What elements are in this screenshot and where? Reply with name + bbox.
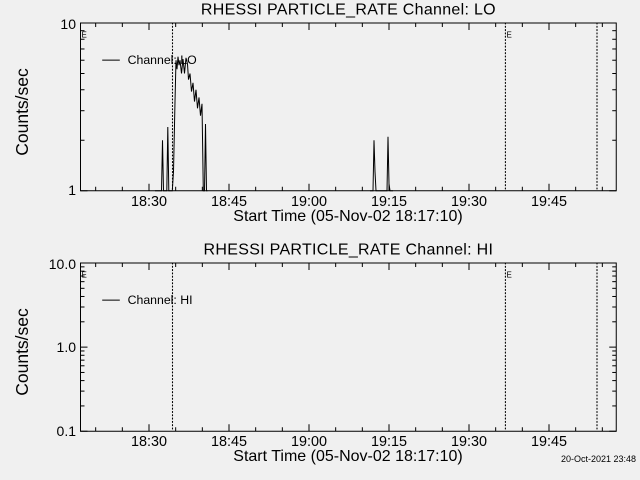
svg-text:20-Oct-2021 23:48: 20-Oct-2021 23:48	[561, 454, 636, 464]
svg-text:1.0: 1.0	[57, 339, 77, 355]
svg-text:E: E	[507, 31, 512, 40]
svg-text:Counts/sec: Counts/sec	[12, 68, 32, 156]
svg-text:RHESSI PARTICLE_RATE Channel:: RHESSI PARTICLE_RATE Channel: LO	[201, 2, 496, 19]
svg-text:Channel: HI: Channel: HI	[128, 293, 193, 307]
svg-text:E: E	[82, 271, 87, 280]
svg-text:18:30: 18:30	[131, 194, 167, 210]
svg-text:1: 1	[68, 182, 76, 198]
svg-text:RHESSI PARTICLE_RATE Channel:: RHESSI PARTICLE_RATE Channel: HI	[204, 242, 494, 259]
svg-text:10: 10	[60, 16, 76, 32]
svg-text:0.1: 0.1	[57, 423, 77, 439]
svg-text:Start Time (05-Nov-02 18:17:10: Start Time (05-Nov-02 18:17:10)	[233, 448, 462, 465]
svg-text:E: E	[82, 31, 87, 40]
svg-text:19:45: 19:45	[531, 434, 567, 450]
svg-text:19:45: 19:45	[531, 194, 567, 210]
svg-text:18:30: 18:30	[131, 434, 167, 450]
svg-text:E: E	[507, 271, 512, 280]
svg-text:Counts/sec: Counts/sec	[12, 308, 32, 396]
svg-text:10.0: 10.0	[49, 256, 76, 272]
svg-text:Start Time (05-Nov-02 18:17:10: Start Time (05-Nov-02 18:17:10)	[233, 208, 462, 225]
